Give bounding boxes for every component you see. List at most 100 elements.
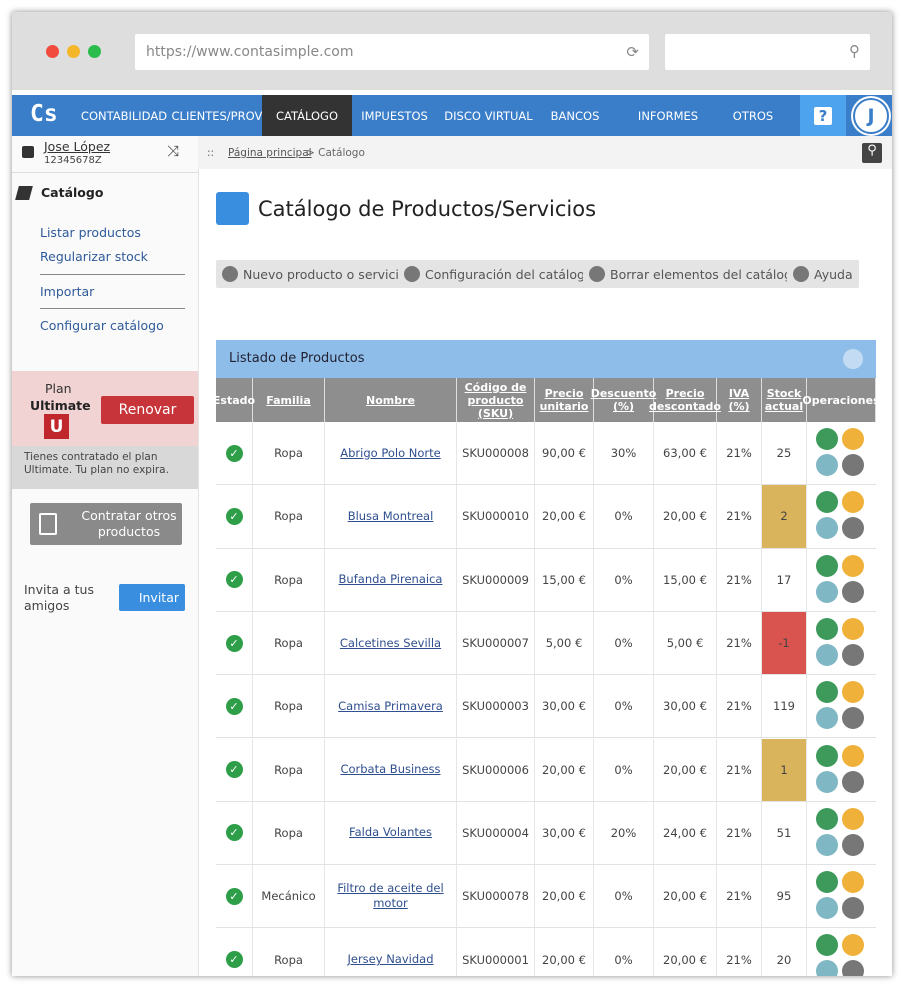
- operation-button[interactable]: [816, 707, 838, 730]
- operation-button[interactable]: [842, 554, 864, 577]
- logo[interactable]: Cs: [30, 101, 58, 127]
- operation-button[interactable]: [816, 491, 838, 514]
- product-name[interactable]: Falda Volantes: [325, 801, 457, 865]
- operation-button[interactable]: [816, 807, 838, 830]
- product-name[interactable]: Abrigo Polo Norte: [325, 422, 457, 485]
- column-header[interactable]: Precio descontado: [649, 378, 721, 422]
- nav-item[interactable]: IMPUESTOS: [361, 108, 428, 123]
- sidebar-link[interactable]: Importar: [40, 284, 95, 299]
- toolbar-button[interactable]: Configuración del catálogo: [398, 260, 599, 288]
- operation-button[interactable]: [842, 454, 864, 476]
- invite-button[interactable]: Invitar: [119, 584, 185, 611]
- cell: 95: [762, 865, 807, 928]
- product-name[interactable]: Corbata Business: [325, 738, 457, 801]
- sidebar-link[interactable]: Listar productos: [40, 225, 141, 240]
- cell: Ropa: [253, 611, 325, 675]
- operation-button[interactable]: [816, 517, 838, 540]
- nav-item[interactable]: CONTABILIDAD: [80, 108, 168, 123]
- column-header[interactable]: Nombre: [325, 378, 457, 422]
- status-icon: ✓: [225, 571, 243, 589]
- operation-button[interactable]: [842, 428, 864, 450]
- operations: [807, 739, 876, 801]
- nav-item[interactable]: DISCO VIRTUAL: [444, 108, 533, 123]
- nav-item[interactable]: BANCOS: [550, 108, 600, 123]
- operation-button[interactable]: [842, 681, 864, 704]
- search-box[interactable]: ⚲: [665, 34, 870, 70]
- product-name[interactable]: Bufanda Pirenaica: [325, 548, 457, 611]
- column-header[interactable]: Precio unitario: [535, 378, 594, 422]
- operation-button[interactable]: [842, 744, 864, 767]
- operation-button[interactable]: [816, 744, 838, 767]
- operation-button[interactable]: [816, 681, 838, 704]
- operation-button[interactable]: [842, 517, 864, 540]
- operation-button[interactable]: [816, 897, 838, 920]
- operation-button[interactable]: [842, 580, 864, 603]
- table-row: ✓ Mecánico Filtro de aceite del motor SKU00…: [216, 865, 876, 929]
- nav-item[interactable]: CLIENTES/PROV.: [171, 108, 265, 123]
- toolbar-button[interactable]: Nuevo producto o servicio: [216, 260, 413, 288]
- switch-icon[interactable]: ⤨: [167, 142, 180, 160]
- operation-button[interactable]: [842, 897, 864, 920]
- operation-button[interactable]: [816, 643, 838, 666]
- operation-button[interactable]: [842, 617, 864, 640]
- operation-button[interactable]: [842, 871, 864, 894]
- product-name[interactable]: Calcetines Sevilla: [325, 611, 457, 675]
- address-bar[interactable]: https://www.contasimple.com ⟳: [135, 34, 649, 70]
- operation-button[interactable]: [842, 960, 864, 976]
- cell: 30,00 €: [535, 675, 594, 738]
- operation-button[interactable]: [816, 871, 838, 894]
- table-row: ✓ Ropa Blusa Montreal SKU000010 20,00 €0% 20,…: [216, 485, 876, 549]
- nav-item[interactable]: OTROS: [732, 108, 774, 123]
- product-name[interactable]: Camisa Primavera: [325, 675, 457, 738]
- product-name[interactable]: Blusa Montreal: [325, 485, 457, 548]
- cell: SKU000007: [457, 611, 535, 675]
- column-header[interactable]: Código de producto (SKU): [457, 378, 535, 422]
- operation-button[interactable]: [842, 491, 864, 514]
- user-name[interactable]: Jose López: [44, 139, 111, 154]
- product-name[interactable]: Filtro de aceite del motor: [325, 865, 457, 928]
- operation-button[interactable]: [816, 934, 838, 957]
- cell: SKU000008: [457, 422, 535, 485]
- operation-button[interactable]: [816, 770, 838, 793]
- product-name[interactable]: Jersey Navidad: [325, 928, 457, 976]
- icon: [404, 266, 420, 282]
- cell: 90,00 €: [535, 422, 594, 485]
- cell: 24,00 €: [654, 801, 717, 865]
- operation-button[interactable]: [816, 580, 838, 603]
- cell: Mecánico: [253, 865, 325, 928]
- sidebar-link[interactable]: Regularizar stock: [40, 249, 148, 264]
- cell: 20,00 €: [535, 485, 594, 548]
- search-button[interactable]: ⚲: [862, 143, 882, 163]
- operation-button[interactable]: [842, 934, 864, 957]
- operation-button[interactable]: [816, 428, 838, 450]
- column-header[interactable]: IVA (%): [717, 378, 762, 422]
- cell: SKU000010: [457, 485, 535, 548]
- cell: 5,00 €: [654, 611, 717, 675]
- cell: 20,00 €: [654, 928, 717, 976]
- nav-item[interactable]: CATÁLOGO: [262, 95, 352, 136]
- operation-button[interactable]: [842, 643, 864, 666]
- operation-button[interactable]: [816, 960, 838, 976]
- renew-button[interactable]: Renovar: [101, 396, 194, 424]
- breadcrumb-home[interactable]: Página principal: [228, 147, 312, 159]
- operation-button[interactable]: [842, 707, 864, 730]
- operation-button[interactable]: [816, 617, 838, 640]
- help-button[interactable]: ?: [800, 95, 846, 136]
- cell: 21%: [717, 485, 762, 548]
- operation-button[interactable]: [816, 454, 838, 476]
- avatar[interactable]: J: [853, 98, 889, 134]
- breadcrumb-current: > Catálogo: [306, 147, 365, 159]
- sidebar-link[interactable]: Configurar catálogo: [40, 318, 164, 333]
- operation-button[interactable]: [816, 833, 838, 856]
- toolbar-button[interactable]: Borrar elementos del catálogo: [583, 260, 806, 288]
- operation-button[interactable]: [816, 554, 838, 577]
- column-header[interactable]: Descuento (%): [591, 378, 656, 422]
- operation-button[interactable]: [842, 807, 864, 830]
- column-header[interactable]: Stock actual: [762, 378, 807, 422]
- column-header[interactable]: Familia: [253, 378, 325, 422]
- operation-button[interactable]: [842, 833, 864, 856]
- nav-item[interactable]: INFORMES: [637, 108, 699, 123]
- operation-button[interactable]: [842, 770, 864, 793]
- status-icon: ✓: [225, 444, 243, 462]
- toolbar-button[interactable]: Ayuda: [787, 260, 859, 288]
